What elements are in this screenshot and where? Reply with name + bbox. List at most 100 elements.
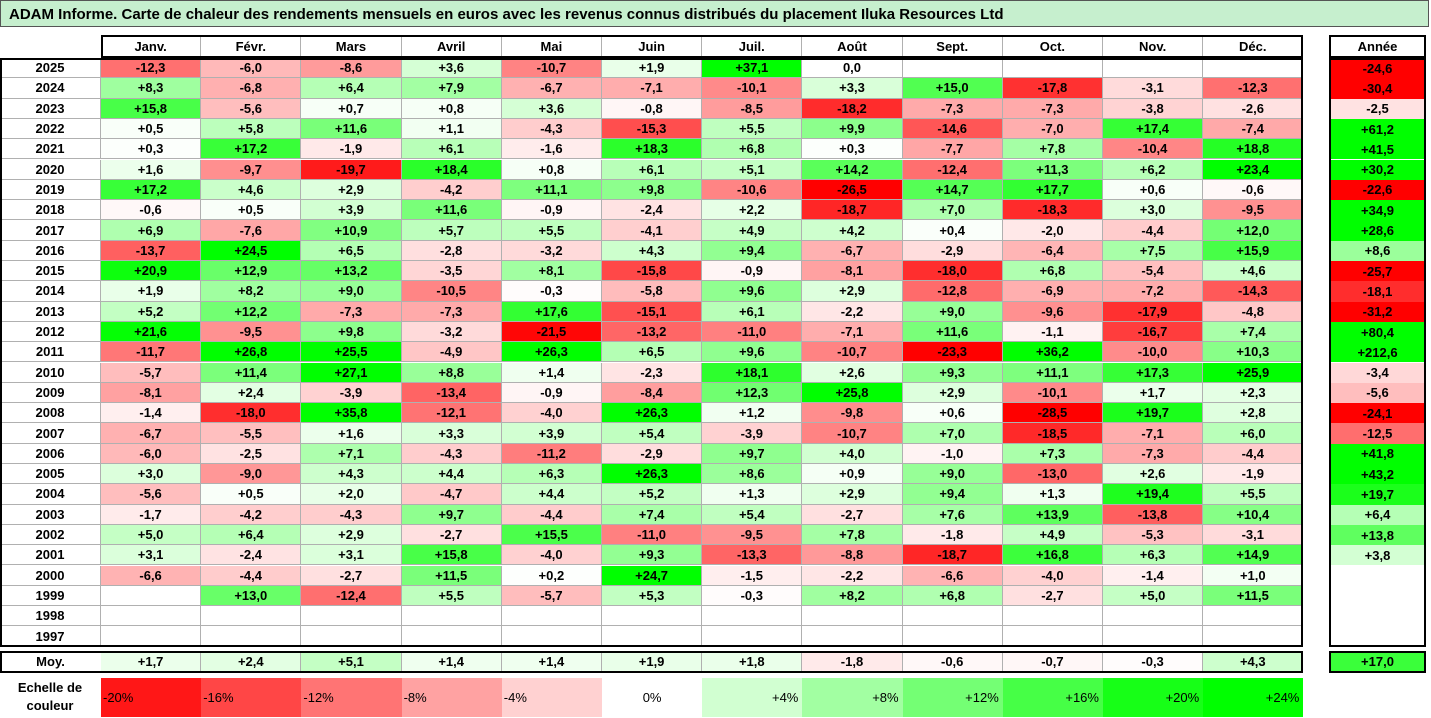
heatmap-cell: -15,1: [602, 301, 703, 322]
heatmap-cell: -8,4: [602, 382, 703, 404]
heatmap-cell: +18,8: [1203, 139, 1304, 160]
heatmap-cell: +11,5: [401, 565, 502, 586]
heatmap-cell: -1,7: [101, 504, 202, 525]
heatmap-cell: +21,6: [101, 321, 202, 343]
heatmap-cell: -4,2: [201, 504, 302, 525]
heatmap-cell: +0,7: [301, 98, 402, 119]
average-cell: +1,4: [501, 650, 602, 673]
heatmap-cell: +7,4: [602, 504, 703, 525]
heatmap-cell: +20,9: [101, 261, 202, 282]
scale-swatch: 0%: [602, 678, 703, 717]
heatmap-cell: -23,3: [902, 342, 1003, 363]
scale-swatch: +4%: [702, 678, 803, 717]
heatmap-cell: +8,6: [702, 464, 803, 485]
month-header: Déc.: [1203, 35, 1304, 58]
heatmap-cell: -12,4: [301, 585, 402, 607]
month-header: Août: [802, 35, 903, 58]
heatmap-cell: -13,7: [101, 240, 202, 261]
heatmap-cell: -0,6: [1203, 179, 1304, 201]
average-cell: +4,3: [1203, 650, 1304, 673]
heatmap-cell: -9,0: [201, 464, 302, 485]
heatmap-cell: +0,5: [201, 200, 302, 221]
annual-cell: [1329, 606, 1426, 627]
heatmap-cell: +6,1: [401, 139, 502, 160]
heatmap-cell: +1,6: [101, 159, 202, 180]
heatmap-cell: [1103, 626, 1204, 647]
month-header: Mai: [501, 35, 602, 58]
heatmap-cell: +3,6: [401, 58, 502, 79]
heatmap-cell: -7,3: [1103, 443, 1204, 464]
heatmap-cell: +4,3: [301, 464, 402, 485]
heatmap-cell: -2,5: [201, 443, 302, 464]
heatmap-cell: +5,4: [602, 423, 703, 444]
heatmap-cell: -11,0: [602, 524, 703, 546]
heatmap-cell: +5,7: [401, 220, 502, 241]
heatmap-cell: +6,0: [1203, 423, 1304, 444]
heatmap-cell: -4,7: [401, 484, 502, 505]
heatmap-cell: [702, 606, 803, 627]
heatmap-cell: -2,0: [1002, 220, 1103, 241]
heatmap-cell: +9,0: [902, 464, 1003, 485]
heatmap-cell: [1103, 606, 1204, 627]
year-label: 2024: [0, 78, 101, 99]
heatmap-cell: [1103, 58, 1204, 79]
month-header: Mars: [301, 35, 402, 58]
heatmap-cell: +25,9: [1203, 362, 1304, 383]
heatmap-cell: +2,9: [902, 382, 1003, 404]
heatmap-cell: +26,3: [501, 342, 602, 363]
average-cell: +1,9: [602, 650, 703, 673]
heatmap-cell: -1,9: [1203, 464, 1304, 485]
heatmap-cell: +6,8: [1002, 261, 1103, 282]
heatmap-cell: -2,7: [401, 524, 502, 546]
heatmap-cell: [1002, 58, 1103, 79]
annual-cell: +61,2: [1329, 118, 1426, 140]
heatmap-cell: -5,6: [201, 98, 302, 119]
heatmap-cell: -8,5: [702, 98, 803, 119]
heatmap-cell: -10,1: [702, 78, 803, 99]
heatmap-cell: +7,8: [802, 524, 903, 546]
heatmap-cell: +2,9: [301, 524, 402, 546]
heatmap-cell: +26,8: [201, 342, 302, 363]
heatmap-cell: +0,6: [1103, 179, 1204, 201]
average-label: Moy.: [0, 650, 101, 673]
heatmap-cell: -1,6: [501, 139, 602, 160]
heatmap-cell: -4,3: [301, 504, 402, 525]
heatmap-cell: +2,6: [1103, 464, 1204, 485]
heatmap-cell: -4,0: [501, 545, 602, 566]
heatmap-cell: +9,7: [401, 504, 502, 525]
heatmap-cell: +2,4: [201, 382, 302, 404]
heatmap-cell: [101, 606, 202, 627]
heatmap-cell: -3,5: [401, 261, 502, 282]
heatmap-cell: +25,8: [802, 382, 903, 404]
heatmap-cell: -7,3: [1002, 98, 1103, 119]
heatmap-cell: +8,8: [401, 362, 502, 383]
heatmap-cell: +7,0: [902, 423, 1003, 444]
heatmap-cell: -14,6: [902, 118, 1003, 140]
heatmap-cell: +9,6: [702, 342, 803, 363]
heatmap-cell: -6,7: [802, 240, 903, 261]
heatmap-cell: +0,5: [201, 484, 302, 505]
year-label: 2011: [0, 342, 101, 363]
heatmap-cell: +17,2: [201, 139, 302, 160]
heatmap-cell: +17,7: [1002, 179, 1103, 201]
heatmap-cell: +15,8: [401, 545, 502, 566]
heatmap-cell: +6,3: [1103, 545, 1204, 566]
heatmap-cell: -9,5: [702, 524, 803, 546]
heatmap-cell: [301, 626, 402, 647]
heatmap-cell: -0,6: [101, 200, 202, 221]
heatmap-cell: [401, 606, 502, 627]
heatmap-cell: +1,2: [702, 403, 803, 424]
annual-cell: +19,7: [1329, 484, 1426, 505]
heatmap-cell: +0,3: [101, 139, 202, 160]
heatmap-cell: +17,2: [101, 179, 202, 201]
annual-cell: +13,8: [1329, 524, 1426, 546]
annual-cell: +30,2: [1329, 159, 1426, 180]
month-header: Avril: [401, 35, 502, 58]
heatmap-cell: -5,4: [1103, 261, 1204, 282]
annual-cell: +6,4: [1329, 504, 1426, 525]
heatmap-cell: +23,4: [1203, 159, 1304, 180]
year-label: 2006: [0, 443, 101, 464]
annual-cell: -24,6: [1329, 58, 1426, 79]
heatmap-cell: -1,4: [1103, 565, 1204, 586]
year-label: 1997: [0, 626, 101, 647]
